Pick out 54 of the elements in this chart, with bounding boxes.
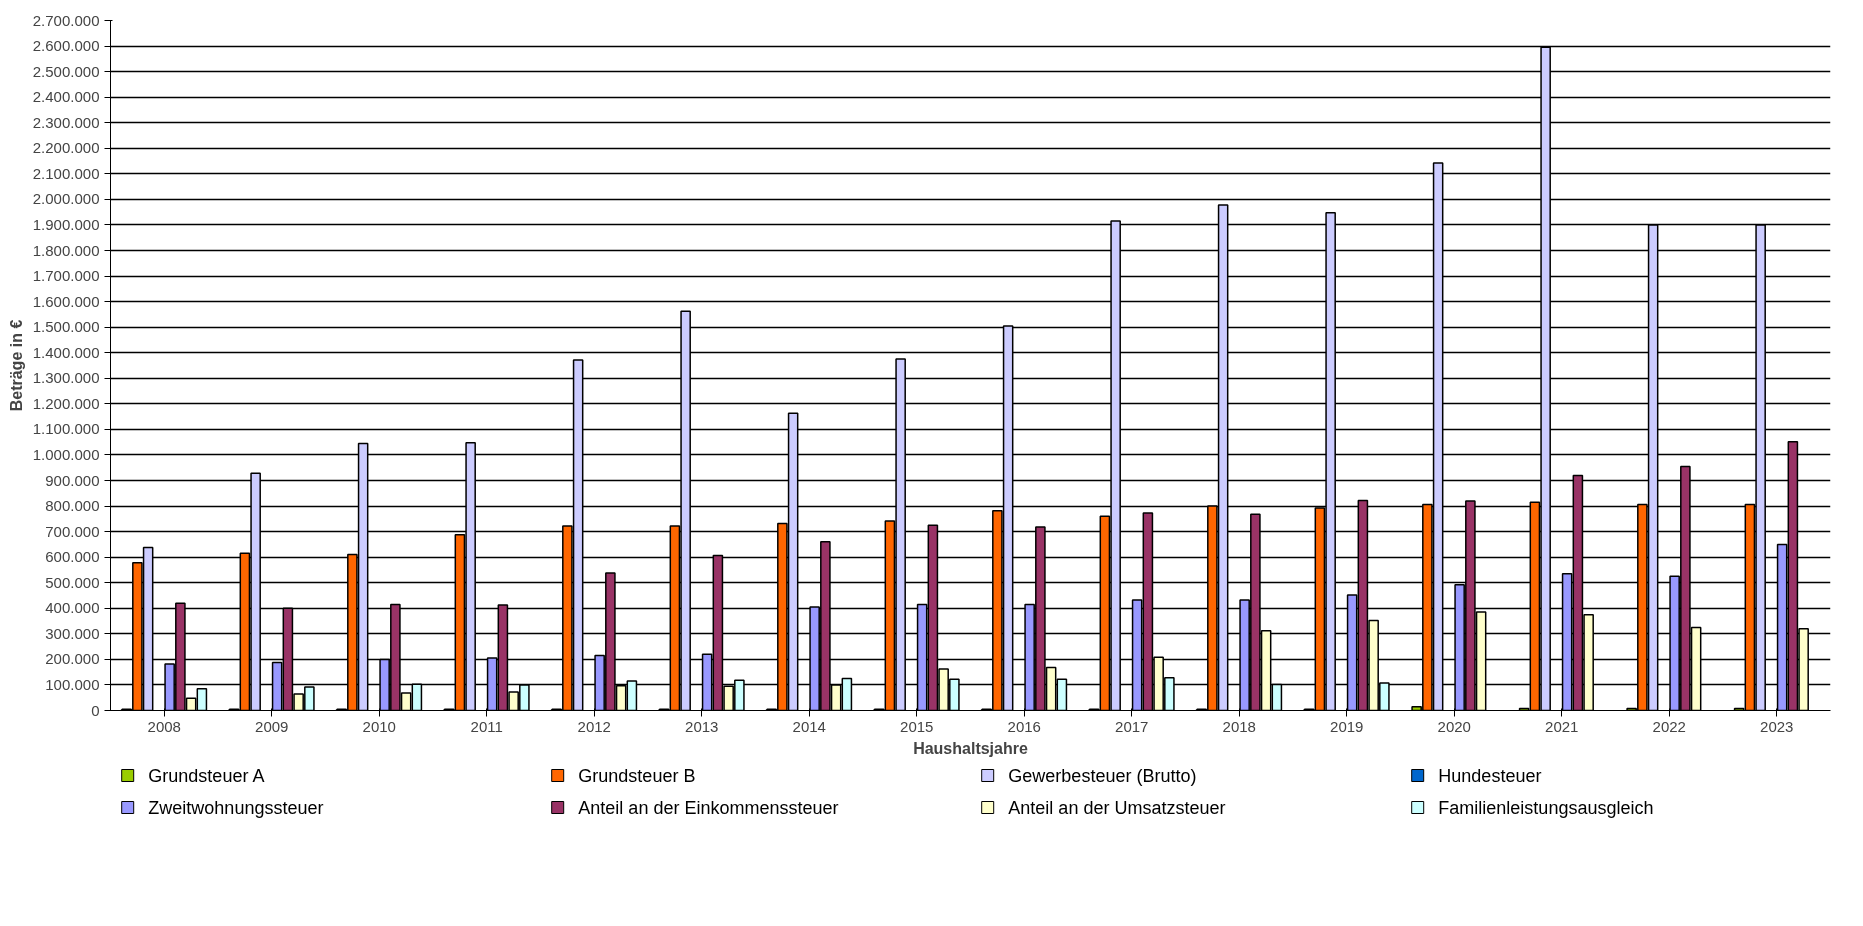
y-tick-label: 1.400.000 xyxy=(32,343,100,361)
y-tick-label: 500.000 xyxy=(45,573,100,591)
x-tick-label: 2011 xyxy=(470,717,503,735)
y-tick-label: 1.300.000 xyxy=(32,369,100,387)
legend-label: Anteil an der Einkommenssteuer xyxy=(578,797,839,818)
x-tick-label: 2018 xyxy=(1222,717,1256,735)
legend-label: Grundsteuer A xyxy=(148,765,265,786)
y-tick-label: 400.000 xyxy=(45,599,100,617)
x-tick-label: 2015 xyxy=(900,717,934,735)
legend-label: Hundesteuer xyxy=(1438,765,1542,786)
x-axis-title: Haushaltsjahre xyxy=(913,739,1028,757)
legend-label: Grundsteuer B xyxy=(578,765,696,786)
legend-label: Anteil an der Umsatzsteuer xyxy=(1008,797,1226,818)
y-tick-label: 1.000.000 xyxy=(32,445,100,463)
x-tick-label: 2012 xyxy=(577,717,611,735)
x-tick-label: 2009 xyxy=(255,717,289,735)
x-tick-label: 2008 xyxy=(147,717,181,735)
y-tick-label: 2.400.000 xyxy=(32,88,100,106)
y-tick-label: 2.600.000 xyxy=(32,37,100,55)
x-tick-label: 2013 xyxy=(685,717,719,735)
y-tick-label: 1.900.000 xyxy=(32,215,100,233)
y-tick-label: 300.000 xyxy=(45,624,100,642)
y-tick-label: 2.000.000 xyxy=(32,190,100,208)
y-tick-label: 200.000 xyxy=(45,650,100,668)
y-tick-label: 600.000 xyxy=(45,548,100,566)
x-tick-label: 2021 xyxy=(1545,717,1579,735)
x-tick-label: 2016 xyxy=(1007,717,1041,735)
x-tick-label: 2022 xyxy=(1652,717,1686,735)
y-tick-label: 2.200.000 xyxy=(32,139,100,157)
y-tick-label: 2.500.000 xyxy=(32,62,100,80)
y-tick-label: 900.000 xyxy=(45,471,100,489)
y-tick-label: 0 xyxy=(91,701,100,719)
y-tick-label: 2.300.000 xyxy=(32,113,100,131)
x-tick-label: 2019 xyxy=(1330,717,1364,735)
y-tick-label: 2.100.000 xyxy=(32,164,100,182)
legend-label: Gewerbesteuer (Brutto) xyxy=(1008,765,1197,786)
y-tick-label: 700.000 xyxy=(45,522,100,540)
y-tick-label: 1.200.000 xyxy=(32,394,100,412)
y-tick-label: 100.000 xyxy=(45,675,100,693)
y-tick-label: 1.700.000 xyxy=(32,267,100,285)
x-tick-label: 2014 xyxy=(792,717,826,735)
x-tick-label: 2023 xyxy=(1760,717,1794,735)
x-tick-label: 2017 xyxy=(1115,717,1149,735)
legend-label: Zweitwohnungssteuer xyxy=(148,797,324,818)
y-tick-label: 1.600.000 xyxy=(32,292,100,310)
x-tick-label: 2020 xyxy=(1437,717,1471,735)
y-axis-title: Beträge in € xyxy=(7,319,25,412)
legend-label: Familienleistungsausgleich xyxy=(1438,797,1654,818)
y-tick-label: 2.700.000 xyxy=(32,11,100,29)
y-tick-label: 1.500.000 xyxy=(32,318,100,336)
x-tick-label: 2010 xyxy=(362,717,396,735)
y-tick-label: 1.800.000 xyxy=(32,241,100,259)
y-tick-label: 1.100.000 xyxy=(32,420,100,438)
y-tick-label: 800.000 xyxy=(45,497,100,515)
